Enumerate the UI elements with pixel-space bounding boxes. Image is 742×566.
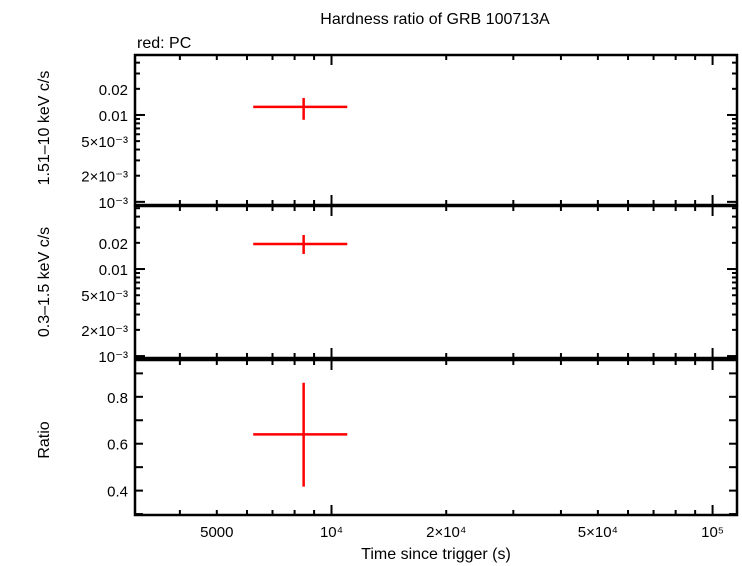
panel-1-frame — [133, 53, 739, 207]
x-tick-label: 10⁴ — [320, 524, 343, 541]
chart-title: Hardness ratio of GRB 100713A — [320, 11, 550, 28]
panel-3-frame — [133, 358, 739, 517]
panel-1-y-label: 1.51–10 keV c/s — [36, 71, 53, 186]
y-tick-label: 5×10⁻³ — [81, 134, 128, 151]
x-tick-label: 5×10⁴ — [578, 524, 618, 541]
y-tick-label: 10⁻³ — [98, 195, 128, 212]
y-tick-label: 0.01 — [99, 262, 128, 279]
y-tick-label: 0.02 — [99, 236, 128, 253]
panel-2-frame — [133, 204, 739, 360]
y-tick-label: 2×10⁻³ — [81, 169, 128, 186]
y-tick-label: 0.02 — [99, 82, 128, 99]
panel-3-y-label: Ratio — [36, 421, 53, 458]
y-tick-label: 0.8 — [107, 390, 128, 407]
legend-note: red: PC — [137, 35, 191, 52]
x-axis-label: Time since trigger (s) — [361, 546, 511, 563]
y-tick-label: 0.6 — [107, 437, 128, 454]
x-tick-label: 5000 — [200, 524, 233, 541]
panel-2-y-label: 0.3–1.5 keV c/s — [36, 227, 53, 337]
y-tick-label: 0.01 — [99, 108, 128, 125]
y-tick-label: 5×10⁻³ — [81, 288, 128, 305]
y-tick-label: 10⁻³ — [98, 349, 128, 366]
x-tick-label: 2×10⁴ — [426, 524, 466, 541]
y-tick-label: 0.4 — [107, 484, 128, 501]
y-tick-label: 2×10⁻³ — [81, 323, 128, 340]
x-tick-label: 10⁵ — [701, 524, 724, 541]
